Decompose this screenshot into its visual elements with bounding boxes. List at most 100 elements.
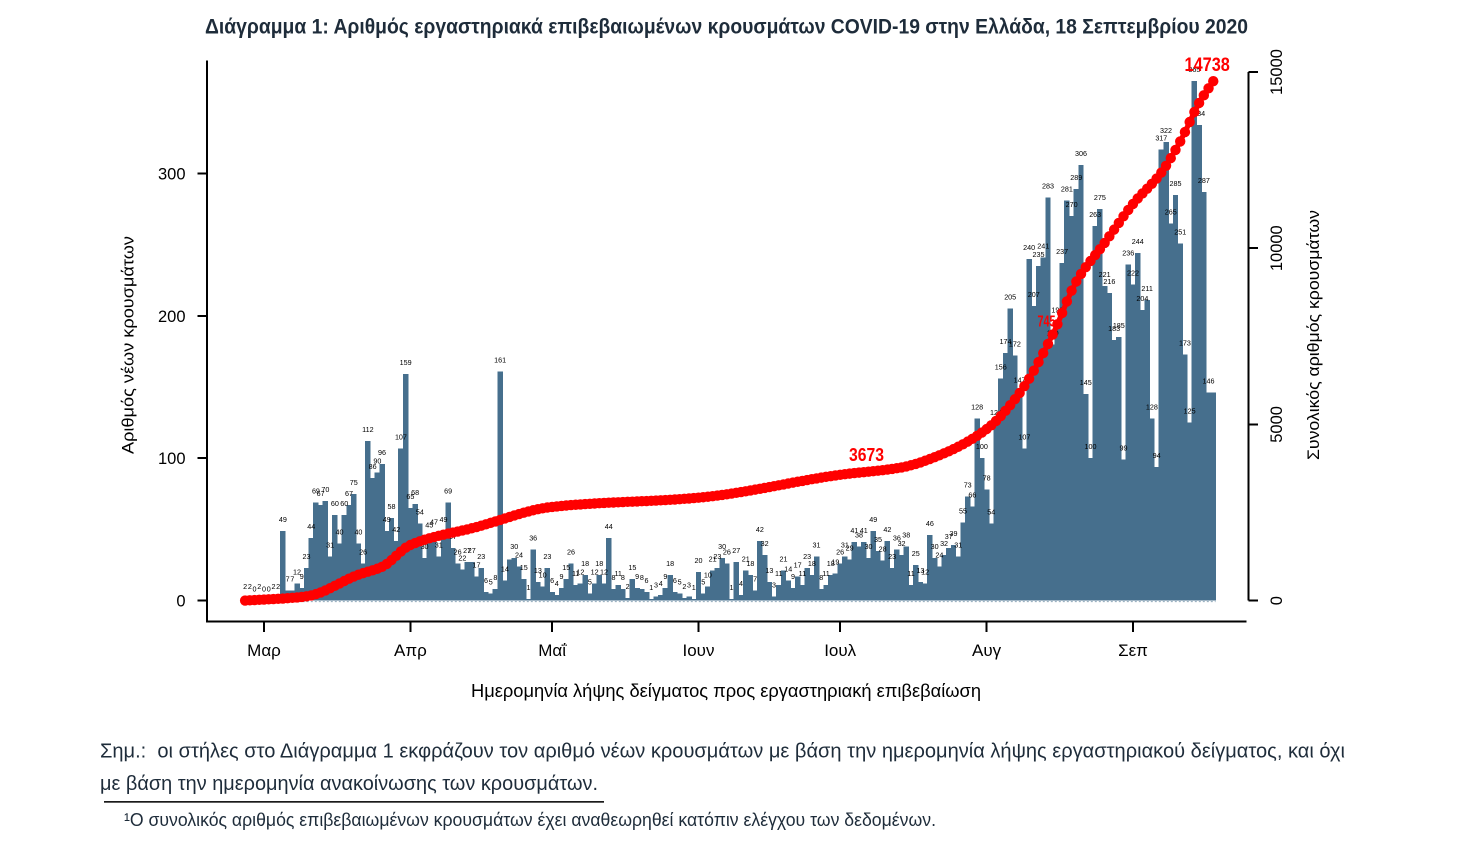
svg-text:29: 29: [846, 543, 854, 552]
svg-text:24: 24: [935, 550, 943, 559]
svg-text:9: 9: [663, 572, 667, 581]
svg-text:28: 28: [879, 545, 887, 554]
svg-text:25: 25: [912, 549, 920, 558]
svg-text:30: 30: [421, 542, 429, 551]
svg-text:128: 128: [1146, 402, 1158, 411]
svg-text:Μαρ: Μαρ: [247, 641, 281, 660]
svg-text:47: 47: [430, 518, 438, 527]
svg-text:32: 32: [940, 539, 948, 548]
svg-text:270: 270: [1066, 200, 1078, 209]
svg-text:237: 237: [1056, 247, 1068, 256]
svg-text:73: 73: [964, 481, 972, 490]
svg-text:14: 14: [784, 565, 792, 574]
svg-text:2: 2: [626, 582, 630, 591]
svg-text:185: 185: [1113, 321, 1125, 330]
svg-text:31: 31: [813, 540, 821, 549]
svg-text:31: 31: [435, 540, 443, 549]
svg-text:Σημ.: οι στήλες στο Διάγραμμα: Σημ.: οι στήλες στο Διάγραμμα 1 εκφράζου…: [100, 741, 1345, 763]
svg-text:23: 23: [888, 552, 896, 561]
svg-text:745: 745: [1038, 314, 1056, 331]
svg-text:204: 204: [1136, 294, 1148, 303]
svg-text:251: 251: [1174, 227, 1186, 236]
svg-text:26: 26: [723, 548, 731, 557]
svg-text:1: 1: [692, 583, 696, 592]
svg-text:31: 31: [954, 540, 962, 549]
svg-text:125: 125: [1184, 407, 1196, 416]
svg-text:8: 8: [611, 573, 615, 582]
svg-text:Διάγραμμα 1: Αριθμός εργαστηρι: Διάγραμμα 1: Αριθμός εργαστηριακά επιβεβ…: [205, 15, 1248, 39]
svg-text:235: 235: [1033, 250, 1045, 259]
svg-text:289: 289: [1070, 173, 1082, 182]
svg-text:172: 172: [1009, 340, 1021, 349]
svg-text:9: 9: [300, 572, 304, 581]
svg-text:21: 21: [742, 555, 750, 564]
svg-text:30: 30: [931, 542, 939, 551]
svg-text:265: 265: [1165, 207, 1177, 216]
svg-text:2: 2: [257, 582, 261, 591]
svg-text:86: 86: [369, 462, 377, 471]
svg-text:7: 7: [753, 575, 757, 584]
svg-text:37: 37: [945, 532, 953, 541]
svg-text:49: 49: [383, 515, 391, 524]
svg-text:12: 12: [600, 568, 608, 577]
svg-text:38: 38: [855, 531, 863, 540]
svg-text:211: 211: [1141, 284, 1152, 293]
svg-text:67: 67: [317, 489, 325, 498]
svg-text:35: 35: [874, 535, 882, 544]
svg-text:14738: 14738: [1185, 55, 1230, 76]
svg-text:30: 30: [510, 542, 518, 551]
svg-text:275: 275: [1094, 193, 1106, 202]
svg-text:263: 263: [1089, 210, 1101, 219]
svg-text:54: 54: [416, 508, 424, 517]
svg-text:12: 12: [293, 568, 301, 577]
svg-text:10: 10: [704, 570, 712, 579]
svg-text:22: 22: [458, 553, 466, 562]
svg-text:54: 54: [987, 508, 995, 517]
svg-text:18: 18: [666, 559, 674, 568]
svg-text:20: 20: [694, 556, 702, 565]
svg-text:55: 55: [959, 506, 967, 515]
svg-text:2: 2: [682, 582, 686, 591]
svg-text:205: 205: [1004, 293, 1016, 302]
svg-text:10000: 10000: [1268, 225, 1286, 271]
svg-text:46: 46: [926, 519, 934, 528]
svg-text:99: 99: [1120, 444, 1128, 453]
svg-text:8: 8: [640, 573, 644, 582]
svg-text:27: 27: [732, 546, 740, 555]
svg-text:1: 1: [649, 583, 653, 592]
svg-text:107: 107: [1018, 432, 1030, 441]
svg-text:Σεπ: Σεπ: [1118, 641, 1148, 660]
svg-text:145: 145: [1080, 378, 1092, 387]
svg-text:8: 8: [621, 573, 625, 582]
svg-text:44: 44: [605, 522, 613, 531]
svg-text:244: 244: [1132, 237, 1144, 246]
svg-text:96: 96: [378, 448, 386, 457]
svg-text:45: 45: [425, 521, 433, 530]
svg-text:9: 9: [635, 572, 639, 581]
svg-text:38: 38: [902, 531, 910, 540]
svg-text:Ιουν: Ιουν: [683, 641, 715, 660]
svg-text:31: 31: [326, 540, 334, 549]
svg-text:31: 31: [841, 540, 849, 549]
svg-text:183: 183: [1108, 324, 1120, 333]
svg-text:11: 11: [775, 569, 782, 578]
svg-text:36: 36: [893, 533, 901, 542]
svg-text:236: 236: [1122, 249, 1134, 258]
svg-text:10: 10: [539, 570, 547, 579]
svg-text:Αυγ: Αυγ: [972, 641, 1002, 660]
svg-text:69: 69: [444, 486, 452, 495]
svg-text:42: 42: [883, 525, 891, 534]
svg-text:0: 0: [253, 585, 257, 594]
svg-text:11: 11: [822, 569, 829, 578]
svg-text:18: 18: [827, 559, 835, 568]
svg-text:0: 0: [1268, 596, 1286, 605]
svg-text:0: 0: [267, 585, 271, 594]
svg-text:32: 32: [761, 539, 769, 548]
svg-text:15: 15: [520, 563, 528, 572]
svg-text:26: 26: [359, 548, 367, 557]
svg-text:9: 9: [791, 572, 795, 581]
svg-text:7: 7: [286, 575, 290, 584]
svg-text:240: 240: [1023, 243, 1035, 252]
svg-text:5: 5: [489, 577, 493, 586]
svg-text:23: 23: [477, 552, 485, 561]
